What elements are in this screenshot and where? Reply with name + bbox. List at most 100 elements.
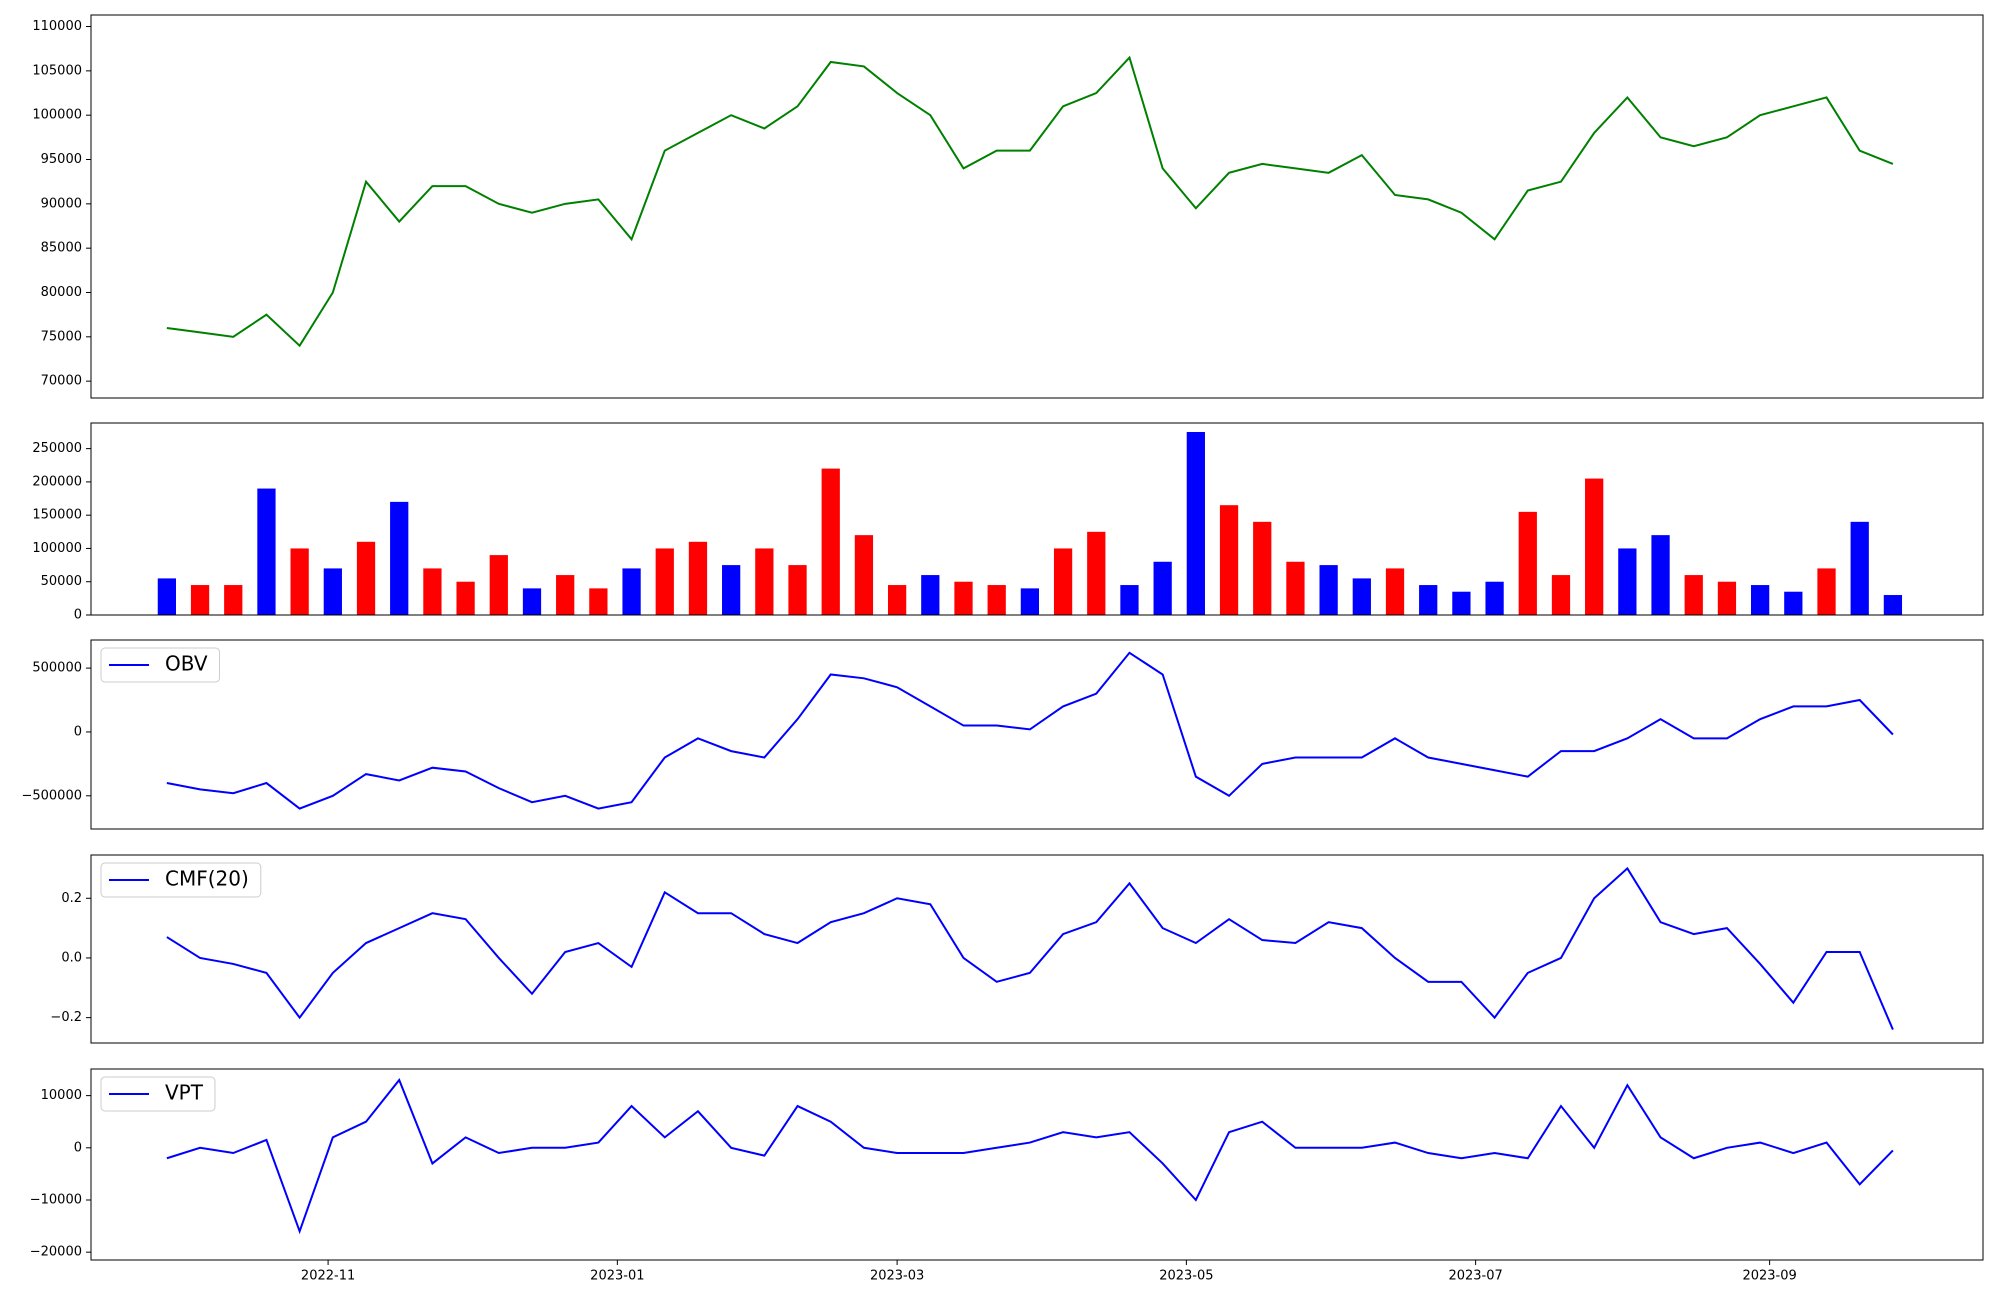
volume-bar (1253, 521, 1272, 615)
volume-bar (1352, 578, 1371, 615)
volume-bar (1319, 565, 1338, 615)
volume-bar (423, 568, 442, 615)
y-tick-label: 200000 (32, 474, 82, 489)
line-series (166, 55, 1894, 348)
volume-bar (1518, 511, 1537, 615)
legend-box (100, 1076, 216, 1112)
volume-bar (954, 581, 973, 615)
legend-label: VPT (165, 1081, 204, 1105)
volume-bar (356, 541, 376, 615)
x-tick-label: 2023-05 (1159, 1269, 1213, 1284)
x-tick-label: 2023-03 (870, 1269, 924, 1284)
axes-frame (90, 639, 1984, 830)
y-tick-label: 10000 (41, 1088, 82, 1103)
volume-bar (1087, 531, 1106, 615)
volume-bar (290, 548, 309, 615)
volume-bar (1186, 431, 1205, 615)
y-tick-label: −500000 (21, 788, 82, 803)
volume-bar (987, 585, 1006, 615)
volume-bar (655, 548, 674, 615)
axes-frame (90, 854, 1984, 1044)
y-tick-label: 0.0 (61, 950, 82, 965)
volume-bar (1850, 521, 1869, 615)
volume-bar (190, 585, 210, 615)
volume-bar (1751, 585, 1770, 615)
volume-bar (1385, 568, 1405, 615)
volume-bar (589, 588, 608, 615)
volume-bar (1485, 581, 1504, 615)
volume-bar (1784, 591, 1803, 615)
y-tick-label: 100000 (32, 541, 82, 556)
volume-bar (1684, 575, 1703, 615)
y-tick-label: 95000 (41, 152, 82, 167)
y-tick-label: 0.2 (61, 891, 82, 906)
x-tick-label: 2023-09 (1742, 1269, 1796, 1284)
y-tick-label: 500000 (32, 661, 82, 676)
volume-bar (1651, 535, 1670, 615)
volume-bar (821, 468, 840, 615)
legend-label: OBV (165, 652, 208, 676)
legend-box (100, 862, 262, 898)
y-tick-label: 70000 (41, 374, 82, 389)
y-tick-label: −0.2 (50, 1010, 82, 1025)
y-tick-label: 0 (74, 1140, 82, 1155)
volume-bar (1717, 581, 1737, 615)
y-tick-label: 75000 (41, 329, 82, 344)
volume-bar (688, 541, 708, 615)
volume-bar (1120, 585, 1139, 615)
y-tick-label: 0 (74, 724, 82, 739)
volume-bar (921, 575, 940, 615)
volume-bar (1053, 548, 1073, 615)
volume-bar (1883, 595, 1903, 615)
volume-bar (1020, 588, 1040, 615)
volume-bar (1419, 585, 1438, 615)
volume-bar (157, 578, 176, 615)
y-tick-label: −10000 (30, 1192, 82, 1207)
x-tick-label: 2022-11 (301, 1269, 355, 1284)
y-tick-label: 105000 (32, 63, 82, 78)
volume-bar (257, 488, 276, 615)
volume-bar (854, 535, 874, 615)
volume-bar (887, 585, 907, 615)
volume-bar (1585, 478, 1604, 615)
y-tick-label: 110000 (32, 19, 82, 34)
volume-bar (788, 565, 807, 615)
legend-box (100, 647, 221, 683)
y-tick-label: 90000 (41, 196, 82, 211)
x-tick-label: 2023-01 (590, 1269, 644, 1284)
legend-label: CMF(20) (165, 867, 249, 891)
volume-bar (1286, 561, 1305, 615)
axes-frame (90, 1068, 1984, 1261)
volume-bar (1551, 575, 1571, 615)
y-tick-label: 250000 (32, 441, 82, 456)
volume-bar (722, 565, 741, 615)
volume-bar (522, 588, 542, 615)
y-tick-label: 100000 (32, 108, 82, 123)
y-tick-label: 50000 (41, 574, 82, 589)
axes-frame (90, 422, 1984, 616)
volume-bar (224, 585, 243, 615)
volume-bar (1219, 505, 1239, 615)
y-tick-label: −20000 (30, 1245, 82, 1260)
volume-bar (390, 501, 409, 615)
line-series (166, 866, 1894, 1030)
volume-bar (456, 581, 475, 615)
volume-bar (1817, 568, 1836, 615)
y-tick-label: 0 (74, 608, 82, 623)
line-series (166, 651, 1894, 810)
volume-bar (622, 568, 641, 615)
volume-bar (323, 568, 342, 615)
x-tick-label: 2023-07 (1448, 1269, 1502, 1284)
y-tick-label: 85000 (41, 241, 82, 256)
y-tick-label: 80000 (41, 285, 82, 300)
line-series (166, 1077, 1894, 1235)
volume-bar (755, 548, 774, 615)
volume-bar (1452, 591, 1471, 615)
axes-frame (90, 14, 1984, 399)
volume-bar (556, 575, 575, 615)
volume-bar (1153, 561, 1172, 615)
volume-bar (489, 555, 508, 615)
y-tick-label: 150000 (32, 508, 82, 523)
volume-bar (1618, 548, 1637, 615)
